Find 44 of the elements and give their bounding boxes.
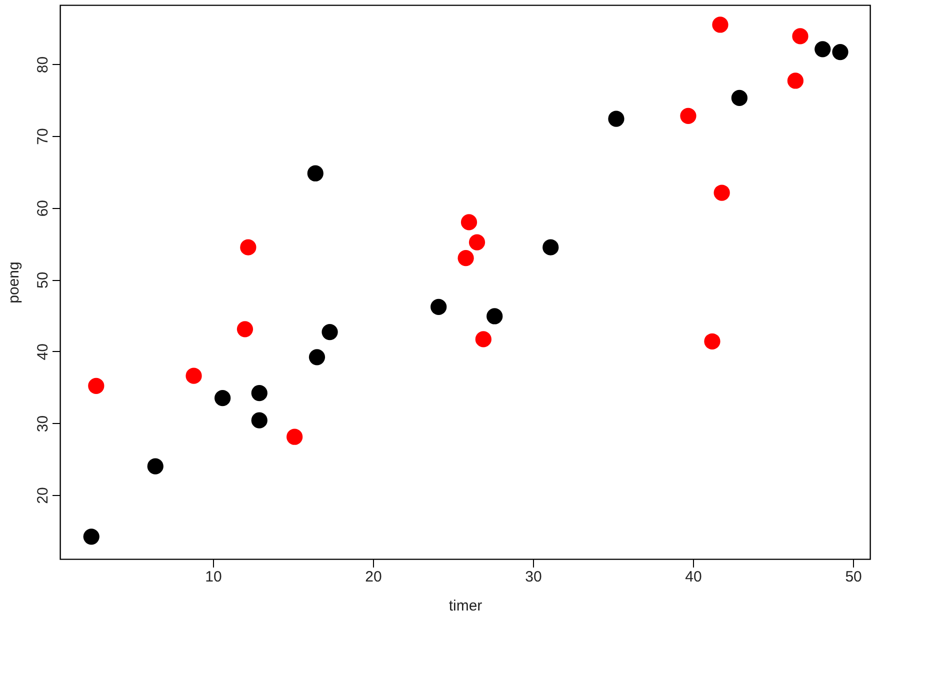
point bbox=[475, 331, 492, 348]
x-tick-label: 40 bbox=[685, 568, 702, 586]
x-tick-label: 30 bbox=[525, 568, 542, 586]
point bbox=[83, 528, 100, 545]
y-tick-label: 60 bbox=[34, 200, 52, 217]
point bbox=[240, 239, 256, 256]
point bbox=[430, 298, 447, 315]
point bbox=[486, 308, 503, 324]
point bbox=[308, 349, 326, 366]
point bbox=[307, 165, 324, 182]
point bbox=[458, 250, 474, 266]
y-axis-title: poeng bbox=[6, 262, 22, 304]
x-tick-label: 50 bbox=[845, 568, 862, 586]
point bbox=[147, 458, 164, 474]
point bbox=[542, 239, 559, 256]
point bbox=[251, 385, 268, 402]
point bbox=[712, 16, 728, 33]
point bbox=[236, 321, 254, 338]
point bbox=[832, 44, 848, 60]
point bbox=[787, 72, 804, 89]
x-axis-title: timer bbox=[448, 598, 482, 614]
point bbox=[88, 378, 104, 394]
y-tick-label: 20 bbox=[34, 487, 52, 504]
y-tick-label: 80 bbox=[34, 56, 52, 74]
point bbox=[731, 90, 748, 106]
point bbox=[468, 234, 486, 250]
y-tick-label: 40 bbox=[34, 344, 52, 360]
point bbox=[704, 333, 720, 350]
x-tick-label: 10 bbox=[205, 568, 222, 586]
point bbox=[286, 428, 303, 445]
point bbox=[186, 368, 202, 384]
y-tick-label: 70 bbox=[34, 128, 52, 145]
y-tick-label: 50 bbox=[34, 272, 52, 288]
point bbox=[322, 324, 338, 340]
point bbox=[214, 390, 231, 406]
point bbox=[792, 28, 808, 44]
point bbox=[251, 412, 268, 428]
point bbox=[680, 108, 696, 124]
y-tick-label: 30 bbox=[34, 415, 52, 432]
point bbox=[814, 41, 831, 58]
point bbox=[714, 184, 730, 201]
x-tick-label: 20 bbox=[365, 568, 382, 586]
point bbox=[608, 110, 624, 127]
point bbox=[460, 214, 478, 230]
